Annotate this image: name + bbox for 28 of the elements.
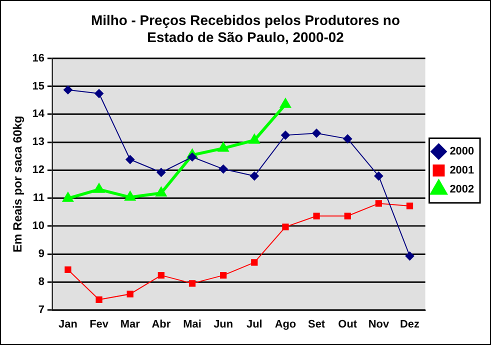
y-tick-label: 13 xyxy=(32,136,44,148)
y-axis-title: Em Reais por saca 60kg xyxy=(10,116,24,252)
legend-label: 2001 xyxy=(450,164,474,177)
x-tick-label: Jun xyxy=(214,318,234,331)
legend-label: 2002 xyxy=(450,183,474,196)
y-tick-label: 12 xyxy=(32,164,44,176)
x-tick-label: Ago xyxy=(274,318,296,331)
x-tick-label: Fev xyxy=(90,318,110,331)
y-tick-label: 7 xyxy=(38,304,44,316)
x-tick-label: Mai xyxy=(183,318,202,331)
x-tick-label: Nov xyxy=(368,318,390,331)
x-tick-label: Jan xyxy=(58,318,78,331)
legend-label: 2000 xyxy=(450,146,474,158)
y-tick-label: 8 xyxy=(38,276,44,288)
y-tick-label: 16 xyxy=(32,52,44,64)
x-tick-label: Set xyxy=(308,318,326,331)
y-tick-label: 10 xyxy=(32,220,44,232)
y-tick-label: 15 xyxy=(32,80,44,92)
text: Estado de São Paulo, 2000-02 xyxy=(147,28,344,45)
text: Milho - Preços Recebidos pelos Produtores no xyxy=(91,12,400,28)
x-tick-label: Mar xyxy=(120,318,141,331)
y-tick-label: 9 xyxy=(38,248,44,260)
x-tick-label: Abr xyxy=(152,318,172,331)
x-tick-label: Out xyxy=(338,318,358,331)
y-tick-label: 14 xyxy=(32,108,46,120)
x-tick-label: Dez xyxy=(400,318,420,331)
x-tick-label: Jul xyxy=(246,318,262,331)
y-tick-label: 11 xyxy=(32,192,44,204)
